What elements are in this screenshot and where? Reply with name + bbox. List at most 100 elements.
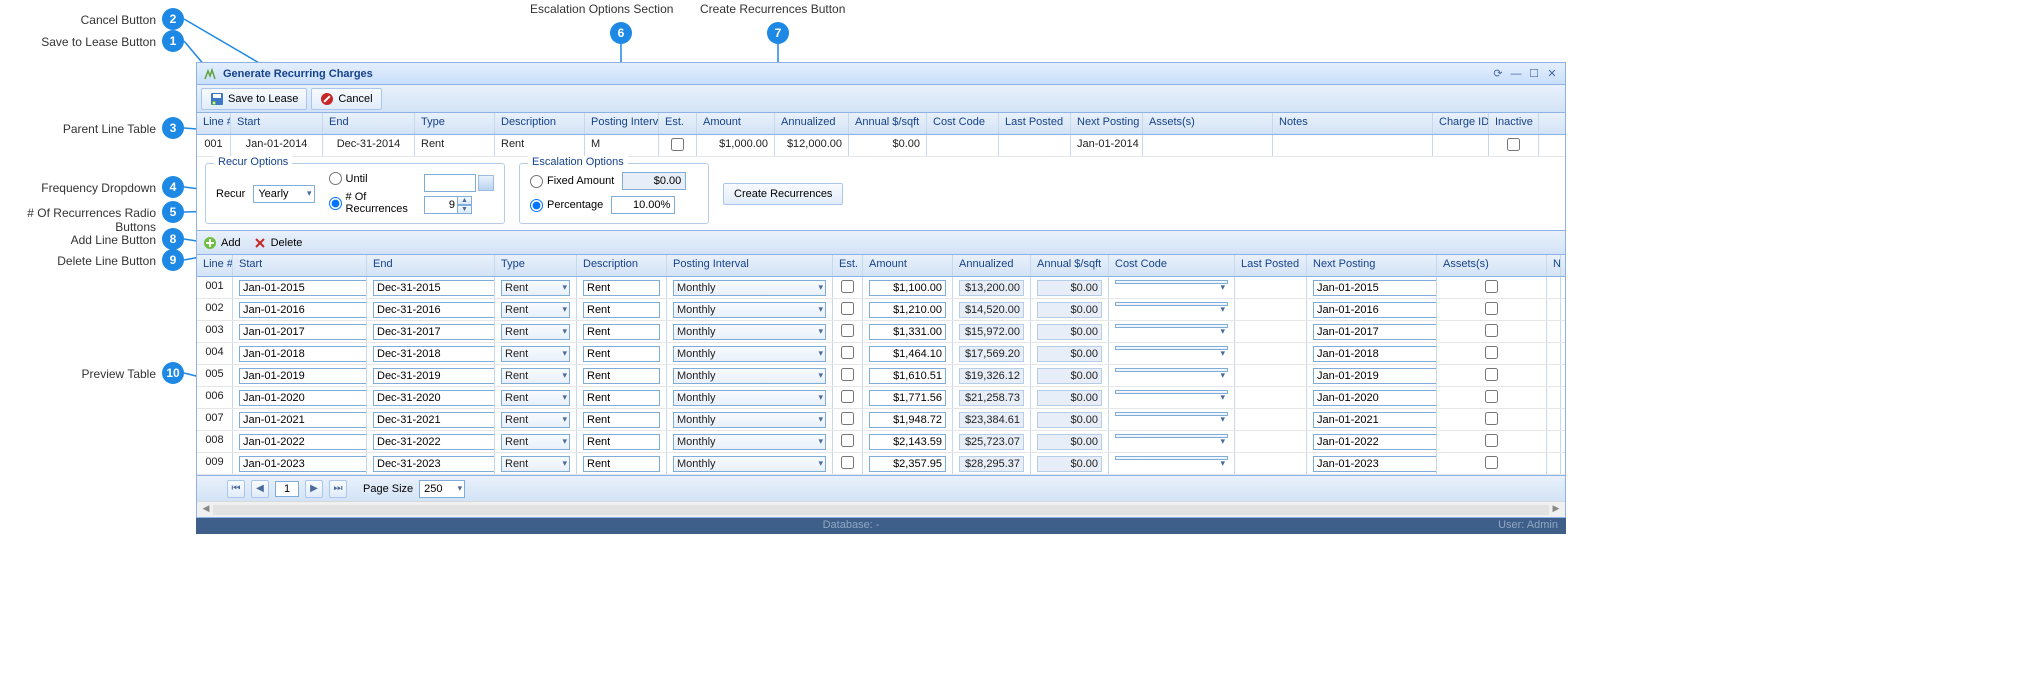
description-input[interactable]: [583, 456, 660, 472]
num-recurrences-radio[interactable]: # Of Recurrences: [329, 191, 412, 215]
description-input[interactable]: [583, 302, 660, 318]
type-dropdown[interactable]: Rent: [501, 280, 570, 296]
cc-dropdown[interactable]: [1115, 324, 1228, 328]
description-input[interactable]: [583, 412, 660, 428]
preview-col-sqft[interactable]: Annual $/sqft: [1031, 255, 1109, 276]
date-input[interactable]: [373, 390, 495, 406]
date-input[interactable]: [239, 324, 367, 340]
description-input[interactable]: [583, 324, 660, 340]
date-input[interactable]: [239, 368, 367, 384]
preview-col-cc[interactable]: Cost Code: [1109, 255, 1235, 276]
parent-col-lp[interactable]: Last Posted: [999, 113, 1071, 134]
amount-input[interactable]: [869, 412, 946, 428]
preview-col-lp[interactable]: Last Posted: [1235, 255, 1307, 276]
refresh-icon[interactable]: ⟳: [1491, 67, 1505, 81]
pint-dropdown[interactable]: Monthly: [673, 346, 826, 362]
parent-col-line[interactable]: Line #: [197, 113, 231, 134]
date-input[interactable]: [239, 456, 367, 472]
parent-col-cid[interactable]: Charge ID: [1433, 113, 1489, 134]
scroll-right-icon[interactable]: ▶: [1549, 503, 1563, 517]
cc-dropdown[interactable]: [1115, 302, 1228, 306]
cc-dropdown[interactable]: [1115, 456, 1228, 460]
ass-checkbox[interactable]: [1485, 390, 1498, 403]
date-input[interactable]: [1313, 456, 1437, 472]
parent-col-sqft[interactable]: Annual $/sqft: [849, 113, 927, 134]
date-input[interactable]: [373, 456, 495, 472]
date-input[interactable]: [373, 302, 495, 318]
amount-input[interactable]: [869, 302, 946, 318]
preview-col-start[interactable]: Start: [233, 255, 367, 276]
preview-col-pint[interactable]: Posting Interval: [667, 255, 833, 276]
pint-dropdown[interactable]: Monthly: [673, 302, 826, 318]
date-input[interactable]: [373, 280, 495, 296]
save-to-lease-button[interactable]: Save to Lease: [201, 88, 307, 110]
date-input[interactable]: [1313, 368, 1437, 384]
parent-col-ann[interactable]: Annualized: [775, 113, 849, 134]
preview-col-line[interactable]: Line #: [197, 255, 233, 276]
close-icon[interactable]: ✕: [1545, 67, 1559, 81]
preview-col-amt[interactable]: Amount: [863, 255, 953, 276]
est-checkbox[interactable]: [841, 368, 854, 381]
fixed-amount-radio[interactable]: Fixed Amount: [530, 175, 614, 188]
ass-checkbox[interactable]: [1485, 302, 1498, 315]
date-input[interactable]: [1313, 390, 1437, 406]
date-input[interactable]: [239, 302, 367, 318]
cc-dropdown[interactable]: [1115, 390, 1228, 394]
est-checkbox[interactable]: [841, 302, 854, 315]
date-input[interactable]: [239, 346, 367, 362]
parent-col-type[interactable]: Type: [415, 113, 495, 134]
calendar-icon[interactable]: [478, 175, 494, 191]
parent-col-end[interactable]: End: [323, 113, 415, 134]
minimize-icon[interactable]: —: [1509, 67, 1523, 81]
cc-dropdown[interactable]: [1115, 280, 1228, 284]
num-recur-input[interactable]: [424, 196, 458, 214]
parent-col-pint[interactable]: Posting Interval: [585, 113, 659, 134]
type-dropdown[interactable]: Rent: [501, 302, 570, 318]
preview-row[interactable]: 008RentMonthly$25,723.07$0.00: [197, 431, 1565, 453]
preview-col-desc[interactable]: Description: [577, 255, 667, 276]
parent-col-np[interactable]: Next Posting: [1071, 113, 1143, 134]
until-radio-input[interactable]: [329, 172, 342, 185]
pct-radio-input[interactable]: [530, 199, 543, 212]
preview-row[interactable]: 002RentMonthly$14,520.00$0.00: [197, 299, 1565, 321]
preview-col-notes[interactable]: N: [1547, 255, 1561, 276]
pint-dropdown[interactable]: Monthly: [673, 280, 826, 296]
date-input[interactable]: [239, 412, 367, 428]
type-dropdown[interactable]: Rent: [501, 390, 570, 406]
parent-col-notes[interactable]: Notes: [1273, 113, 1433, 134]
date-input[interactable]: [373, 412, 495, 428]
preview-col-end[interactable]: End: [367, 255, 495, 276]
preview-col-ann[interactable]: Annualized: [953, 255, 1031, 276]
page-size-dropdown[interactable]: 250: [419, 480, 465, 498]
ass-checkbox[interactable]: [1485, 280, 1498, 293]
date-input[interactable]: [373, 346, 495, 362]
percentage-input[interactable]: [611, 196, 675, 214]
est-checkbox[interactable]: [841, 390, 854, 403]
parent-col-start[interactable]: Start: [231, 113, 323, 134]
date-input[interactable]: [1313, 434, 1437, 450]
frequency-dropdown[interactable]: Yearly: [253, 185, 314, 203]
est-checkbox[interactable]: [841, 434, 854, 447]
pager-last-button[interactable]: ⏭: [329, 480, 347, 498]
date-input[interactable]: [1313, 280, 1437, 296]
parent-col-inact[interactable]: Inactive: [1489, 113, 1539, 134]
cc-dropdown[interactable]: [1115, 346, 1228, 350]
pint-dropdown[interactable]: Monthly: [673, 456, 826, 472]
est-checkbox[interactable]: [841, 324, 854, 337]
est-checkbox[interactable]: [841, 412, 854, 425]
amount-input[interactable]: [869, 324, 946, 340]
description-input[interactable]: [583, 368, 660, 384]
date-input[interactable]: [373, 434, 495, 450]
scroll-track[interactable]: [213, 505, 1549, 515]
preview-row[interactable]: 005RentMonthly$19,326.12$0.00: [197, 365, 1565, 387]
parent-col-desc[interactable]: Description: [495, 113, 585, 134]
cc-dropdown[interactable]: [1115, 412, 1228, 416]
pint-dropdown[interactable]: Monthly: [673, 390, 826, 406]
preview-col-est[interactable]: Est.: [833, 255, 863, 276]
fixed-radio-input[interactable]: [530, 175, 543, 188]
date-input[interactable]: [1313, 412, 1437, 428]
date-input[interactable]: [1313, 302, 1437, 318]
parent-col-amt[interactable]: Amount: [697, 113, 775, 134]
type-dropdown[interactable]: Rent: [501, 324, 570, 340]
pager-page-input[interactable]: [275, 481, 299, 497]
